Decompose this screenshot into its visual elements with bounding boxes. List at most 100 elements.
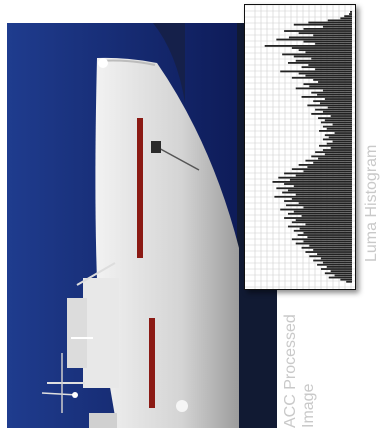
histogram-bar (284, 30, 352, 32)
histogram-bar (320, 268, 352, 270)
histogram-bar (313, 79, 352, 81)
histogram-bar (288, 36, 352, 39)
histogram-bar (272, 181, 352, 183)
histogram-bar (291, 47, 352, 49)
histogram-bar (340, 17, 352, 20)
histogram-bar (322, 138, 352, 141)
histogram-bar (311, 57, 352, 60)
histogram-bar (284, 217, 352, 219)
histogram-bar (328, 136, 352, 139)
histogram-bar (307, 166, 352, 168)
histogram-bar (295, 193, 352, 196)
histogram-bar (340, 278, 352, 281)
hull-stripe-upper (137, 118, 143, 258)
histogram-bar (327, 19, 352, 22)
histogram-bar (298, 49, 352, 52)
histogram-bar (278, 176, 352, 179)
histogram-bar (330, 147, 352, 149)
histogram-bar (293, 23, 352, 26)
histogram-bar (319, 130, 352, 132)
histogram-bar (280, 208, 352, 211)
histogram-bar (319, 102, 352, 105)
histogram-bar (324, 153, 352, 156)
histogram-bar (291, 76, 352, 79)
histogram-bar (297, 234, 352, 236)
histogram-bar (303, 232, 352, 234)
histogram-bar (293, 55, 352, 58)
histogram-bar (330, 270, 352, 273)
histogram-bar (322, 110, 352, 113)
histogram-bar (305, 74, 352, 77)
histogram-bar (295, 242, 352, 245)
histogram-bar (324, 272, 352, 275)
histogram-bar (291, 221, 352, 224)
histogram-bar (295, 219, 352, 222)
histogram-bar (326, 127, 352, 130)
histogram-bar (303, 40, 352, 43)
histogram-bar (305, 159, 352, 162)
histogram-bar (308, 64, 352, 66)
histogram-plot (245, 5, 355, 289)
histogram-bar (350, 11, 352, 13)
histogram-bar (344, 15, 352, 18)
histogram-bar (324, 119, 352, 122)
histogram-bars (264, 11, 352, 283)
histogram-bar (295, 174, 352, 177)
histogram-bar (276, 187, 352, 190)
histogram-bar (293, 210, 352, 213)
histogram-bar (311, 113, 352, 115)
histogram-bar (322, 125, 352, 128)
histogram-bar (282, 53, 352, 56)
histogram-bar (284, 172, 352, 175)
histogram-bar (295, 87, 352, 90)
histogram-bar (315, 151, 352, 154)
histogram-bar (303, 170, 352, 173)
ship-photo-graphic (7, 23, 277, 428)
histogram-bar (298, 72, 352, 75)
luma-histogram-chart (244, 4, 356, 290)
acc-processed-image (7, 23, 277, 428)
histogram-bar (318, 157, 352, 160)
histogram-bar (299, 227, 352, 230)
histogram-bar (284, 200, 352, 202)
histogram-bar (318, 81, 352, 83)
histogram-bar (298, 202, 352, 205)
histogram-bar (301, 66, 352, 69)
histogram-bar (284, 183, 352, 185)
histogram-bar (287, 189, 352, 192)
histogram-bar (311, 91, 352, 94)
histogram-bar (301, 96, 352, 98)
histogram-bar (334, 274, 352, 277)
histogram-bar (322, 25, 352, 28)
luma-histogram-label: Luma Histogram (363, 144, 380, 262)
histogram-bar (287, 212, 352, 215)
dark-structure (153, 23, 185, 103)
histogram-bar (308, 21, 352, 24)
histogram-bar (320, 121, 352, 124)
histogram-bar (349, 13, 352, 15)
histogram-bar (295, 59, 352, 62)
ship-hull (95, 57, 240, 428)
histogram-bar (280, 70, 352, 73)
histogram-bar (330, 115, 352, 117)
histogram-bar (286, 204, 352, 207)
histogram-bar (315, 42, 352, 45)
histogram-bar (307, 104, 352, 107)
histogram-bar (322, 89, 352, 92)
histogram-bar (291, 238, 352, 241)
histogram-bar (313, 249, 352, 251)
histogram-bar (322, 261, 352, 264)
histogram-bar (319, 144, 352, 147)
histogram-bar (313, 34, 352, 37)
histogram-bar (293, 229, 352, 232)
histogram-bar (305, 51, 352, 54)
histogram-bar (317, 263, 352, 266)
histogram-bar (298, 32, 352, 35)
histogram-bar (318, 117, 352, 120)
histogram-bar (293, 185, 352, 188)
histogram-bar (298, 164, 352, 166)
histogram-bar (313, 259, 352, 262)
histogram-bar (313, 161, 352, 164)
histogram-bar (322, 149, 352, 151)
histogram-bar (320, 257, 352, 260)
